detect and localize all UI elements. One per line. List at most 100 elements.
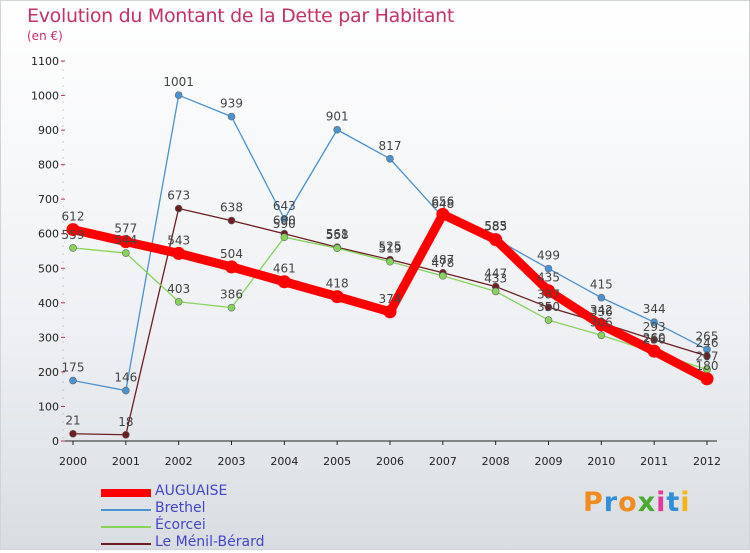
data-point-brethel	[174, 91, 183, 99]
legend-label: Écorcei	[155, 517, 206, 533]
data-point-ecorcei	[227, 303, 236, 312]
data-point-auguaise	[489, 233, 503, 247]
data-point-brethel	[69, 376, 77, 385]
y-tick-label: 400	[38, 297, 59, 310]
logo-letter: o	[618, 487, 638, 518]
data-label-ecorcei: 306	[590, 315, 613, 329]
data-label-le-menil-berard: 673	[167, 189, 190, 203]
data-point-le-menil-berard	[544, 303, 553, 312]
chart-data-labels: 612 577 543 504 461 418 374 656 583 435 336 260 180 1…	[62, 75, 719, 429]
data-label-ecorcei: 256	[643, 333, 666, 347]
data-label-le-menil-berard: 293	[643, 320, 666, 334]
data-label-brethel: 901	[326, 110, 349, 124]
x-tick-label: 2008	[482, 455, 510, 468]
data-point-brethel	[122, 386, 130, 395]
logo-letter: i	[656, 487, 667, 518]
data-point-auguaise	[172, 246, 186, 260]
data-point-le-menil-berard	[174, 204, 183, 213]
data-point-ecorcei	[439, 272, 447, 280]
data-label-brethel: 146	[114, 371, 137, 385]
data-label-auguaise: 583	[484, 220, 507, 234]
data-point-auguaise	[66, 223, 80, 237]
data-label-brethel: 175	[62, 361, 85, 375]
logo-letter: x	[637, 487, 657, 518]
data-label-auguaise: 260	[643, 331, 666, 345]
data-label-auguaise: 543	[167, 233, 190, 247]
y-tick-label: 100	[38, 400, 59, 413]
data-point-auguaise	[700, 372, 714, 386]
legend-swatch	[101, 489, 151, 497]
data-point-auguaise	[383, 305, 397, 319]
data-label-le-menil-berard: 561	[326, 227, 349, 241]
data-label-brethel: 939	[220, 97, 243, 111]
data-label-auguaise: 577	[114, 222, 137, 236]
x-tick-label: 2002	[165, 455, 193, 468]
data-label-auguaise: 612	[62, 210, 85, 224]
y-tick-label: 1100	[31, 55, 59, 68]
data-label-ecorcei: 207	[696, 349, 719, 363]
data-label-ecorcei: 519	[379, 242, 402, 256]
data-point-le-menil-berard	[122, 430, 130, 439]
data-point-ecorcei	[69, 244, 77, 252]
data-label-le-menil-berard: 487	[431, 253, 454, 267]
data-label-le-menil-berard: 342	[590, 303, 613, 317]
data-point-le-menil-berard	[227, 216, 236, 225]
data-label-auguaise: 336	[590, 305, 613, 319]
x-tick-label: 2011	[640, 455, 668, 468]
chart-title: Evolution du Montant de la Dette par Hab…	[27, 5, 455, 27]
logo-letter: P	[583, 487, 604, 518]
data-label-ecorcei: 590	[273, 217, 296, 231]
data-point-ecorcei	[122, 249, 130, 257]
data-label-auguaise: 656	[431, 194, 454, 208]
y-tick-label: 600	[38, 228, 59, 241]
data-point-auguaise	[436, 207, 450, 221]
data-label-le-menil-berard: 387	[537, 287, 560, 301]
data-label-brethel: 648	[431, 197, 454, 211]
data-label-auguaise: 180	[696, 359, 719, 373]
chart-subtitle: (en €)	[27, 29, 63, 43]
chart-axes: 0 100 200 300 400 500 600 700 800 900 1000 1100 2000…	[31, 55, 721, 468]
data-point-auguaise	[594, 318, 608, 332]
x-tick-label: 2000	[59, 455, 87, 468]
data-label-brethel: 415	[590, 278, 613, 292]
y-tick-label: 500	[38, 262, 59, 275]
x-tick-label: 2006	[376, 455, 404, 468]
data-point-brethel	[227, 112, 236, 121]
data-point-ecorcei	[174, 297, 183, 306]
data-label-le-menil-berard: 447	[484, 267, 507, 281]
data-label-ecorcei: 403	[167, 282, 190, 296]
data-point-ecorcei	[491, 287, 500, 296]
x-tick-label: 2001	[112, 455, 140, 468]
data-label-auguaise: 461	[273, 262, 296, 276]
data-label-auguaise: 374	[379, 292, 402, 306]
data-point-ecorcei	[386, 257, 394, 266]
legend-swatch	[101, 509, 151, 511]
data-label-brethel: 344	[643, 302, 666, 316]
x-tick-label: 2007	[429, 455, 457, 468]
data-label-brethel: 1001	[163, 75, 194, 89]
data-point-brethel	[333, 125, 341, 134]
y-tick-label: 1000	[31, 90, 59, 103]
data-label-ecorcei: 386	[220, 288, 243, 302]
data-label-le-menil-berard: 246	[696, 336, 719, 350]
data-point-ecorcei	[333, 244, 341, 253]
data-point-brethel	[597, 293, 606, 302]
data-point-auguaise	[119, 235, 133, 249]
legend-label: AUGUAISE	[155, 483, 228, 499]
data-point-auguaise	[277, 275, 291, 289]
logo-letter: t	[666, 487, 681, 518]
data-point-ecorcei	[597, 331, 606, 340]
data-label-brethel: 585	[484, 219, 507, 233]
legend-label: Brethel	[155, 500, 206, 516]
data-label-ecorcei: 544	[114, 233, 137, 247]
proxiti-logo: Proxiti	[583, 487, 691, 518]
data-point-brethel	[386, 154, 394, 163]
data-label-brethel: 817	[379, 139, 402, 153]
logo-letter: r	[603, 487, 619, 518]
data-point-ecorcei	[544, 316, 553, 324]
x-tick-label: 2003	[218, 455, 246, 468]
data-point-auguaise	[647, 344, 661, 358]
data-label-le-menil-berard: 525	[379, 240, 402, 254]
